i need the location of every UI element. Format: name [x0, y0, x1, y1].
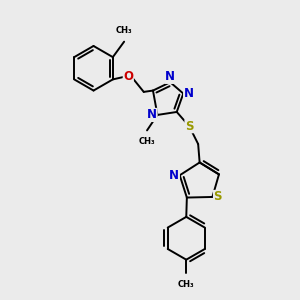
Text: N: N — [165, 70, 175, 83]
Text: CH₃: CH₃ — [178, 280, 195, 289]
Text: O: O — [123, 70, 133, 83]
Text: N: N — [147, 108, 157, 122]
Text: S: S — [185, 120, 194, 133]
Text: S: S — [214, 190, 222, 203]
Text: CH₃: CH₃ — [116, 26, 132, 35]
Text: CH₃: CH₃ — [139, 137, 155, 146]
Text: N: N — [184, 87, 194, 100]
Text: N: N — [169, 169, 179, 182]
